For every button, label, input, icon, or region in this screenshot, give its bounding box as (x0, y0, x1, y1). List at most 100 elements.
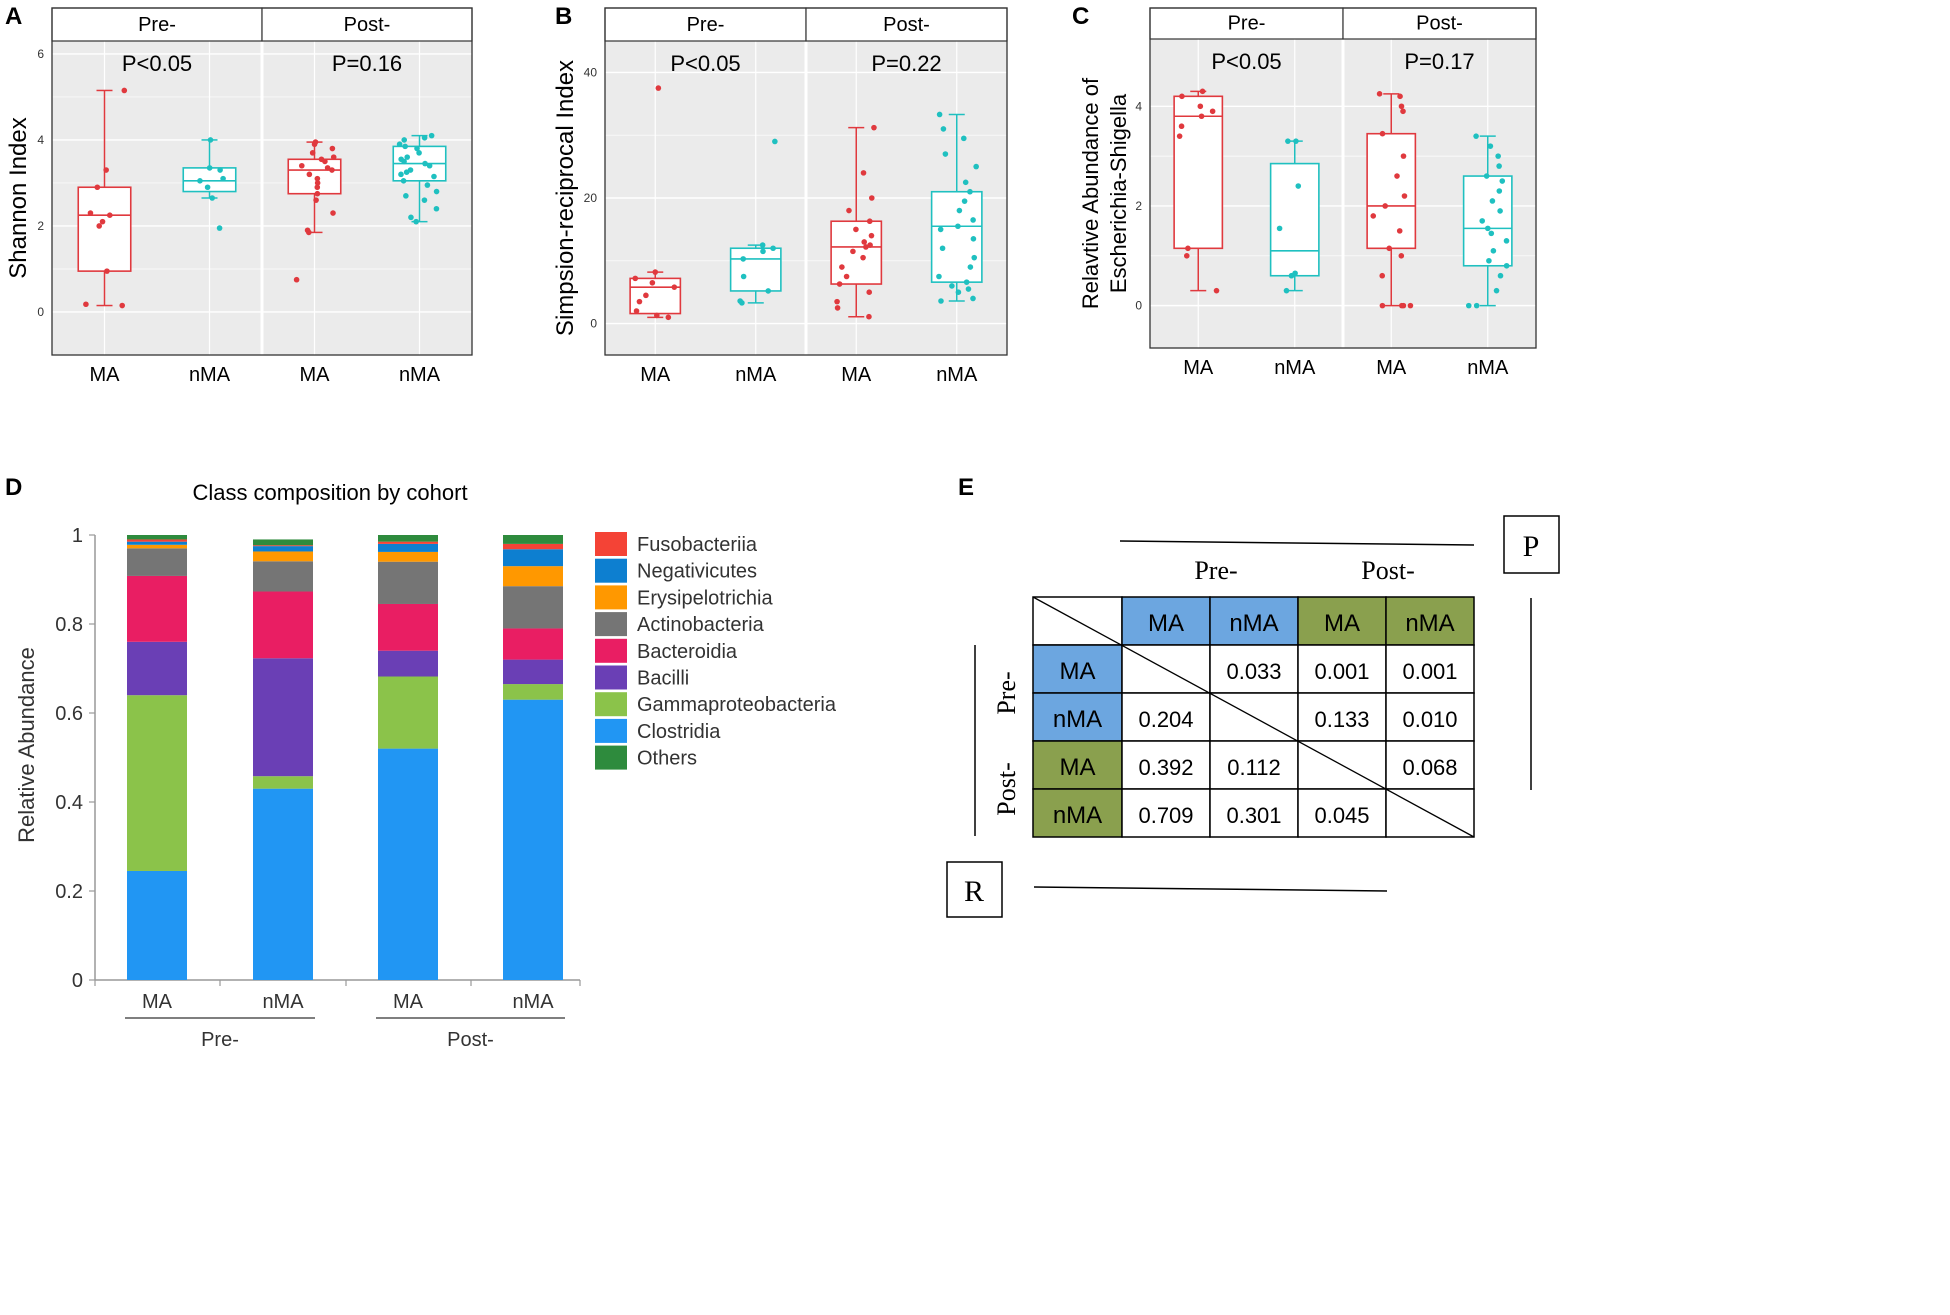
box-pre-nma (1269, 138, 1320, 294)
data-point (970, 236, 977, 242)
data-point (404, 154, 411, 160)
x-tick-label: nMA (1274, 357, 1316, 379)
data-point (939, 245, 946, 252)
row-header-cell (1032, 644, 1123, 694)
data-point (866, 289, 873, 296)
y-tick-label: 0.6 (55, 703, 83, 725)
group-label: Pre- (201, 1029, 239, 1051)
box-pre-nma (182, 137, 237, 231)
data-point (1386, 245, 1393, 252)
bar-segment-fusobacteriia (378, 541, 438, 544)
bar-segment-gammaproteobacteria (127, 695, 187, 871)
facet-strip (805, 7, 1008, 42)
p-value-cell: 0.001 (1402, 659, 1457, 684)
data-point (206, 165, 213, 171)
y-tick-label: 1 (72, 525, 83, 547)
x-tick-label: nMA (936, 364, 978, 386)
data-point (433, 188, 440, 195)
data-point (220, 175, 226, 182)
data-point (770, 245, 776, 252)
data-point (970, 217, 976, 223)
lower-bracket-line (1033, 886, 1388, 892)
panel-border (51, 7, 473, 356)
box-post-ma (1366, 91, 1417, 309)
bar-segment-bacteroidia (253, 591, 313, 659)
data-point (843, 273, 850, 280)
data-point (1503, 238, 1510, 244)
data-point (402, 143, 408, 150)
legend-label: Bacilli (637, 668, 689, 690)
data-point (1496, 188, 1503, 194)
data-point (1495, 153, 1501, 159)
data-point (1379, 130, 1386, 137)
data-point (1479, 218, 1486, 224)
data-point (1400, 302, 1407, 309)
y-tick-label: 2 (37, 219, 44, 233)
bar-segment-actinobacteria (378, 561, 438, 604)
bar-segment-clostridia (378, 748, 438, 980)
box-pre-ma (1173, 88, 1224, 294)
data-point (868, 195, 875, 201)
bar-segment-others (378, 535, 438, 542)
row-header-cell (1032, 692, 1123, 742)
x-tick-label: MA (1376, 357, 1407, 379)
legend-label: Negativicutes (637, 561, 757, 583)
data-point (633, 308, 640, 314)
p-label: P (1523, 530, 1540, 563)
y-axis-label: Relavtive Abundance of (1078, 77, 1103, 309)
bar-segment-clostridia (253, 788, 313, 980)
data-point (1499, 178, 1506, 184)
data-point (1394, 173, 1400, 179)
data-point (1489, 198, 1496, 204)
data-point (834, 298, 840, 305)
facet-strip-label: Post- (1416, 13, 1463, 35)
data-point (330, 210, 336, 216)
row-header-label: MA (1060, 658, 1096, 685)
data-point (1379, 272, 1386, 279)
data-point (313, 197, 319, 203)
facet-strip-label: Pre- (687, 14, 725, 36)
bar-segment-bacilli (127, 641, 187, 696)
bar-segment-actinobacteria (253, 561, 313, 592)
p-value-label: P<0.05 (122, 51, 192, 76)
data-point (940, 126, 947, 132)
column-header-label: nMA (1405, 610, 1454, 637)
data-point (314, 180, 321, 186)
data-point (1497, 208, 1503, 214)
data-point (1400, 108, 1406, 115)
data-point (737, 298, 743, 304)
bar-segment-gammaproteobacteria (378, 676, 438, 749)
x-tick-label: MA (841, 364, 872, 386)
data-point (1486, 257, 1492, 264)
stacked-bar-0 (127, 535, 187, 980)
data-point (740, 256, 747, 262)
facet-strip-label: Pre- (138, 14, 176, 36)
data-point (866, 313, 872, 320)
y-tick-label: 0 (1135, 299, 1142, 313)
p-value-cell: 0.068 (1402, 755, 1457, 780)
data-point (1179, 93, 1185, 100)
bar-segment-clostridia (503, 699, 563, 980)
bar-segment-bacteroidia (503, 628, 563, 660)
table-cell (1121, 740, 1211, 790)
bar-segment-bacilli (378, 650, 438, 677)
data-point (428, 132, 435, 139)
chart-title: Class composition by cohort (192, 480, 467, 505)
data-point (304, 227, 311, 234)
data-point (671, 284, 678, 290)
data-point (1487, 143, 1494, 149)
data-point (942, 151, 949, 157)
data-point (654, 312, 660, 319)
table-cell (1385, 740, 1475, 790)
data-point (94, 184, 101, 191)
data-point (1185, 245, 1191, 252)
panel-border (1149, 7, 1537, 349)
bar-segment-gammaproteobacteria (253, 776, 313, 789)
data-point (960, 135, 967, 142)
data-point (414, 145, 420, 152)
data-point (314, 175, 321, 182)
data-point (1401, 193, 1408, 199)
bar-segment-others (253, 539, 313, 546)
data-point (665, 314, 672, 321)
